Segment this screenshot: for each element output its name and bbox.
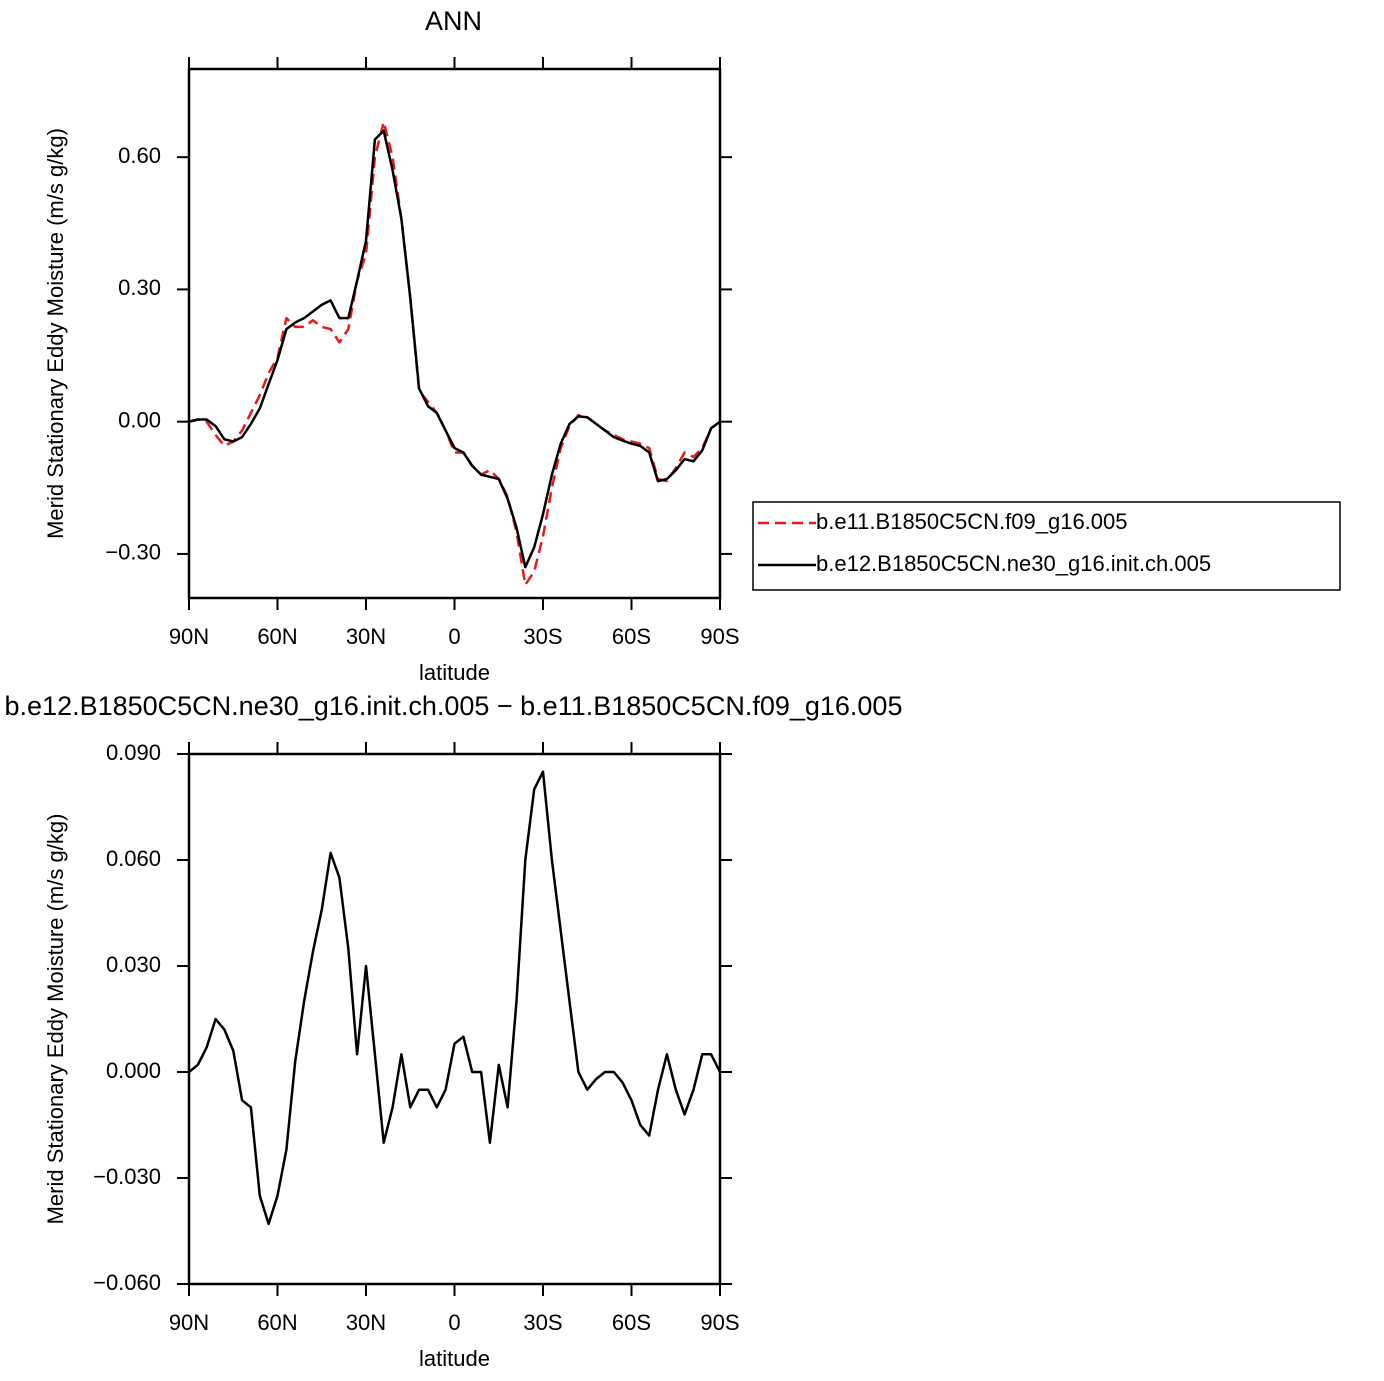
x-tick-label: 30S [523, 1310, 562, 1335]
x-tick-label: 30N [346, 624, 386, 649]
x-axis-label: latitude [419, 660, 490, 685]
x-tick-label: 60S [612, 624, 651, 649]
series-line [188, 770, 722, 1226]
y-tick-label: 0.090 [106, 740, 161, 765]
legend-label: b.e12.B1850C5CN.ne30_g16.init.ch.005 [816, 551, 1211, 576]
x-tick-label: 0 [448, 624, 460, 649]
x-tick-label: 60S [612, 1310, 651, 1335]
x-tick-label: 30N [346, 1310, 386, 1335]
y-tick-label: −0.030 [93, 1164, 161, 1189]
y-tick-label: 0.030 [106, 952, 161, 977]
y-tick-label: 0.00 [118, 407, 161, 432]
y-axis-label: Merid Stationary Eddy Moisture (m/s g/kg… [43, 128, 68, 539]
y-axis-label: Merid Stationary Eddy Moisture (m/s g/kg… [43, 814, 68, 1225]
x-tick-label: 90N [169, 624, 209, 649]
chart-title: b.e12.B1850C5CN.ne30_g16.init.ch.005 − b… [5, 691, 903, 721]
x-tick-label: 0 [448, 1310, 460, 1335]
y-tick-label: −0.30 [105, 540, 161, 565]
x-tick-label: 90N [169, 1310, 209, 1335]
y-tick-label: 0.000 [106, 1058, 161, 1083]
x-tick-label: 90S [700, 624, 739, 649]
series-line [188, 120, 721, 587]
plot-frame [187, 67, 722, 600]
x-tick-label: 60N [257, 624, 297, 649]
legend-label: b.e11.B1850C5CN.f09_g16.005 [816, 509, 1128, 534]
chart-title: ANN [425, 6, 482, 36]
x-tick-label: 60N [257, 1310, 297, 1335]
y-tick-label: 0.060 [106, 846, 161, 871]
y-tick-label: −0.060 [93, 1270, 161, 1295]
x-tick-label: 30S [523, 624, 562, 649]
x-tick-label: 90S [700, 1310, 739, 1335]
series-line [188, 129, 721, 569]
x-axis-label: latitude [419, 1346, 490, 1371]
legend-box [752, 501, 1341, 591]
plot-frame [187, 752, 722, 1286]
y-tick-label: 0.30 [118, 275, 161, 300]
y-tick-label: 0.60 [118, 143, 161, 168]
